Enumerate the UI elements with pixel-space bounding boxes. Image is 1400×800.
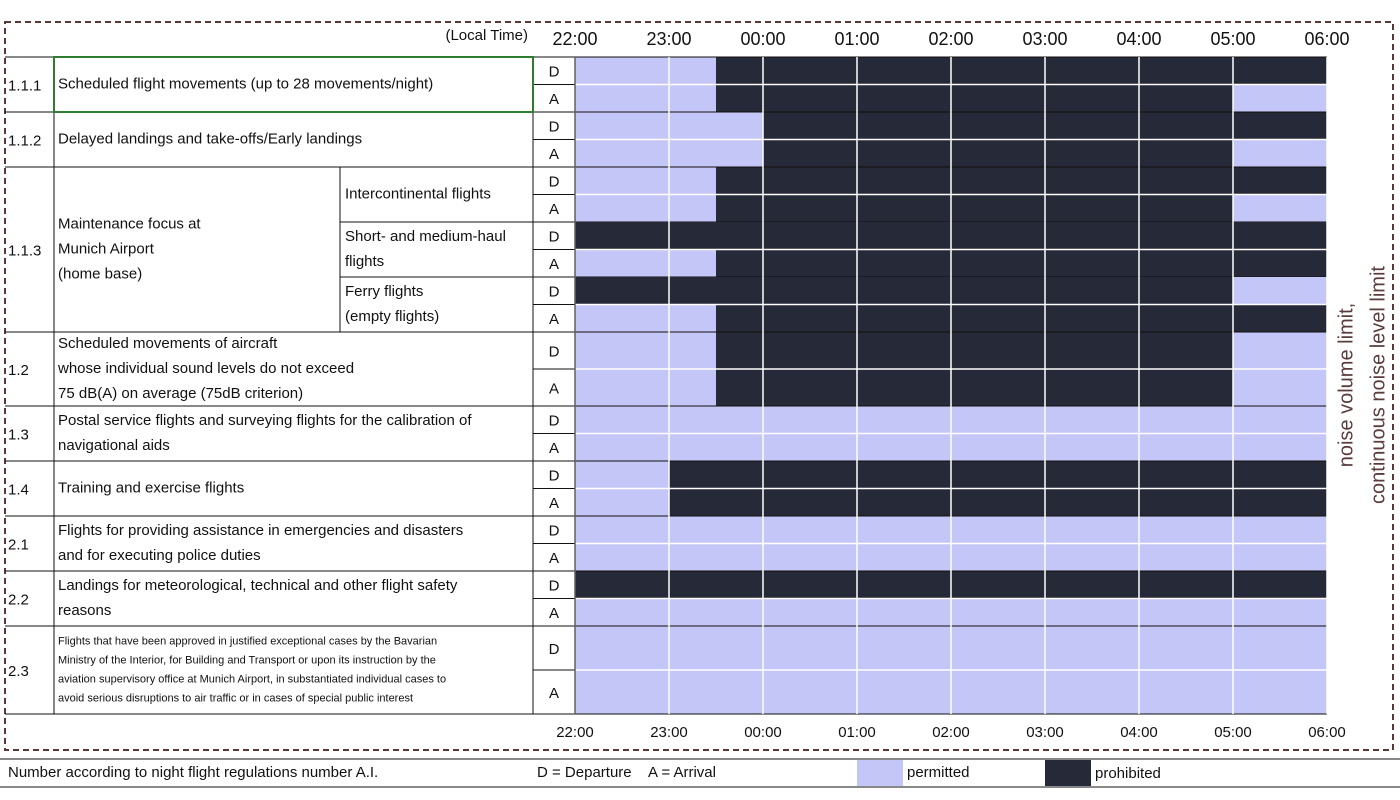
row-number: 1.4 [8,481,29,498]
row-label: navigational aids [58,437,170,454]
part-label: (empty flights) [345,308,439,325]
row-label: Ministry of the Interior, for Building a… [58,654,436,666]
bottom-tick-label: 22:00 [556,724,594,741]
line-code: A [549,146,559,163]
line-code: A [549,256,559,273]
row-label: Scheduled flight movements (up to 28 mov… [58,75,433,92]
row-number: 1.1.1 [8,77,41,94]
top-tick-label: 03:00 [1022,29,1067,49]
bottom-tick-label: 06:00 [1308,724,1346,741]
row-label: Training and exercise flights [58,479,244,496]
legend-departure: D = Departure [537,764,632,781]
prohibited-bar [716,332,1233,369]
row-number: 2.3 [8,663,29,680]
prohibited-bar [716,304,1327,332]
prohibited-bar [716,194,1233,222]
line-code: D [549,284,560,301]
row-number: 1.2 [8,362,29,379]
prohibited-bar [716,249,1327,277]
row-label: Munich Airport [58,240,155,257]
line-code: D [549,641,560,658]
prohibited-bar [763,139,1233,167]
line-code: A [549,380,559,397]
part-label: Intercontinental flights [345,185,491,202]
line-code: A [549,605,559,622]
line-code: D [549,578,560,595]
top-tick-label: 00:00 [740,29,785,49]
line-code: D [549,413,560,430]
top-tick-label: 02:00 [928,29,973,49]
top-tick-label: 04:00 [1116,29,1161,49]
line-code: D [549,523,560,540]
part-label: flights [345,253,384,270]
row-label: Flights that have been approved in justi… [58,635,437,647]
line-code: A [549,495,559,512]
row-label: 75 dB(A) on average (75dB criterion) [58,385,303,402]
part-label: Short- and medium-haul [345,228,506,245]
line-code: D [549,229,560,246]
part-label: Ferry flights [345,283,423,300]
bottom-tick-label: 23:00 [650,724,688,741]
prohibited-bar [669,488,1327,516]
row-label: Flights for providing assistance in emer… [58,522,463,539]
line-code: A [549,91,559,108]
line-code: A [549,201,559,218]
bottom-tick-label: 03:00 [1026,724,1064,741]
side-label: noise volume limit, [1335,303,1357,468]
top-tick-label: 01:00 [834,29,879,49]
legend-note: Number according to night flight regulat… [8,764,378,781]
row-label: Maintenance focus at [58,215,201,232]
row-number: 1.3 [8,426,29,443]
prohibited-bar [716,369,1233,406]
bottom-tick-label: 02:00 [932,724,970,741]
line-code: A [549,440,559,457]
row-number: 1.1.2 [8,132,41,149]
row-label: Postal service flights and surveying fli… [58,412,472,429]
top-tick-label: 05:00 [1210,29,1255,49]
line-code: D [549,64,560,81]
line-code: A [549,550,559,567]
row-label: reasons [58,602,111,619]
frame [4,21,1394,751]
bottom-tick-label: 01:00 [838,724,876,741]
top-tick-label: 22:00 [552,29,597,49]
row-label: Landings for meteorological, technical a… [58,577,458,594]
bottom-tick-label: 04:00 [1120,724,1158,741]
side-label: continuous noise level limit [1367,266,1389,504]
line-code: D [549,343,560,360]
bottom-tick-label: 00:00 [744,724,782,741]
row-number: 2.1 [8,536,29,553]
bottom-tick-label: 05:00 [1214,724,1252,741]
row-label: whose individual sound levels do not exc… [57,360,354,377]
legend-arrival: A = Arrival [648,764,716,781]
legend-prohibited: prohibited [1095,765,1161,782]
top-tick-label: 23:00 [646,29,691,49]
row-label: aviation supervisory office at Munich Ai… [58,673,446,685]
line-code: A [549,685,559,702]
prohibited-bar [575,277,1233,305]
prohibited-bar [716,57,1327,85]
row-number: 1.1.3 [8,242,41,259]
line-code: A [549,311,559,328]
top-tick-label: 06:00 [1304,29,1349,49]
row-label: Scheduled movements of aircraft [58,335,278,352]
selected-cell [53,56,534,113]
legend-permitted: permitted [907,764,970,781]
row-label: and for executing police duties [58,547,261,564]
line-code: D [549,174,560,191]
row-label: avoid serious disruptions to air traffic… [58,692,413,704]
prohibited-bar [716,84,1233,112]
line-code: D [549,119,560,136]
prohibited-bar [669,461,1327,489]
prohibited-bar [716,167,1327,195]
row-number: 2.2 [8,591,29,608]
row-label: Delayed landings and take-offs/Early lan… [58,130,362,147]
row-label: (home base) [58,265,142,282]
legend-swatch [857,760,903,786]
time-label: (Local Time) [445,27,528,44]
legend-swatch [1045,760,1091,786]
line-code: D [549,468,560,485]
